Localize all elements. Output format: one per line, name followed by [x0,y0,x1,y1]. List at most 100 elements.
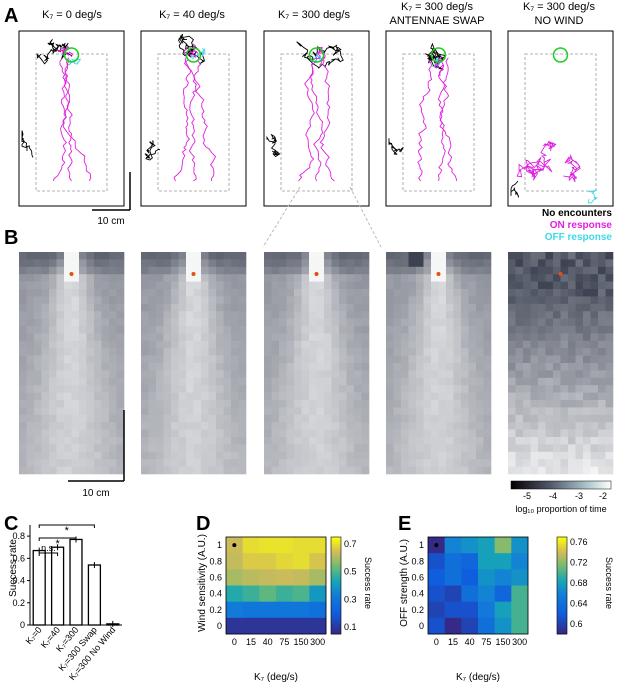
occupancy-cell [523,400,531,408]
occupancy-cell [216,451,224,460]
occupancy-cell [34,303,42,312]
occupancy-cell [438,326,447,334]
occupancy-cell [483,333,492,342]
occupancy-cell [361,289,370,297]
occupancy-cell [331,422,340,430]
occupancy-cell [238,392,247,401]
occupancy-cell [116,318,125,327]
arena-outline [35,53,108,192]
occupancy-cell [231,355,239,364]
occupancy-cell [553,466,561,475]
occupancy-cell [41,259,50,268]
trajectory-path [388,138,404,155]
occupancy-cell [178,289,187,297]
occupancy-cell [294,414,302,423]
panel-e-cell [478,553,495,570]
occupancy-cell [446,459,454,467]
occupancy-cell [156,348,164,356]
occupancy-cell [26,252,35,260]
occupancy-cell [476,363,484,371]
occupancy-cell [598,318,606,327]
occupancy-cell [141,289,149,297]
occupancy-cell [583,311,591,319]
occupancy-cell [324,340,332,349]
occupancy-cell [408,422,417,430]
occupancy-cell [515,444,524,453]
occupancy-cell [71,252,80,260]
occupancy-cell [264,340,272,349]
occupancy-cell [116,385,125,393]
occupancy-cell [148,303,157,312]
occupancy-cell [523,311,531,319]
occupancy-cell [461,451,469,460]
occupancy-cell [294,340,302,349]
occupancy-cell [79,459,87,467]
occupancy-cell [141,311,149,319]
occupancy-cell [401,377,409,386]
occupancy-cell [538,444,546,453]
panel-e-colorbar-frame [556,536,568,635]
occupancy-cell [231,377,239,386]
occupancy-cell [508,355,516,364]
occupancy-cell [508,437,516,445]
occupancy-cell [523,451,531,460]
occupancy-cell [590,274,599,282]
occupancy-cell [386,422,394,430]
occupancy-cell [223,459,232,467]
occupancy-cell [523,340,531,349]
panel-d-colorbar-segment [331,587,341,591]
panel-letter-a: A [4,5,18,27]
occupancy-cell [64,377,72,386]
occupancy-cell [508,444,516,453]
panel-d-colorbar-segment [331,614,341,618]
occupancy-cell [545,274,554,282]
occupancy-cell [431,340,439,349]
occupancy-cell [461,252,469,260]
panel-e-frame [427,536,529,635]
occupancy-cell [223,363,232,371]
occupancy-cell [101,355,110,364]
odor-source-circle [308,47,325,63]
occupancy-cell [401,444,409,453]
trajectory-path [298,59,315,182]
panel-e-cell [428,601,445,619]
occupancy-cell [393,377,402,386]
occupancy-cell [361,414,370,423]
occupancy-cell [508,266,516,275]
occupancy-cell [575,407,584,416]
occupancy-cell [86,252,95,260]
occupancy-cell [171,459,179,467]
occupancy-cell [26,407,35,416]
occupancy-cell [223,429,232,438]
occupancy-cell [346,311,355,319]
occupancy-cell [201,459,209,467]
occupancy-cell [201,259,209,268]
panel-e-cell [444,569,462,586]
panel-e-colorbar-segment [557,597,567,601]
occupancy-cell [605,318,614,327]
occupancy-cell [79,407,87,416]
panel-e-colorbar-segment [557,566,567,569]
panel-e-cell [494,601,512,619]
panel-e-cell [444,537,462,554]
occupancy-cell [401,429,409,438]
occupancy-cell [294,303,302,312]
occupancy-cell [309,422,317,430]
panel-d-cell [292,569,310,586]
occupancy-cell [264,266,272,275]
occupancy-cell [560,281,569,290]
occupancy-cell [538,400,546,408]
occupancy-cell [141,318,149,327]
occupancy-cell [423,348,432,356]
trajectory-path [21,130,34,158]
occupancy-cell [401,326,409,334]
occupancy-cell [583,348,591,356]
occupancy-cell [186,392,194,401]
occupancy-cell [223,400,232,408]
occupancy-cell [339,377,347,386]
occupancy-cell [568,392,576,401]
occupancy-cell [148,414,157,423]
panel-d-cell [259,537,277,554]
occupancy-cell [453,326,462,334]
occupancy-cell [71,363,80,371]
